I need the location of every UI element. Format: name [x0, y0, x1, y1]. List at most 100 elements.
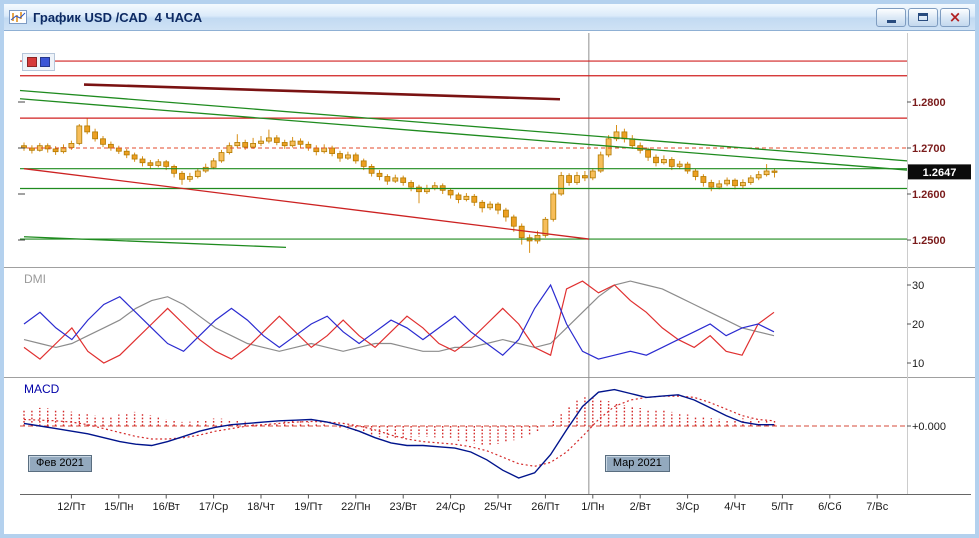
candle: [542, 217, 549, 238]
candle-body: [732, 179, 738, 187]
candle: [668, 157, 675, 171]
candle-body: [645, 149, 651, 158]
candle-body: [495, 203, 501, 211]
candle: [194, 168, 201, 179]
candle: [281, 139, 288, 149]
candle: [186, 172, 193, 183]
candle-body: [597, 154, 604, 172]
candle: [52, 146, 59, 155]
chart-area[interactable]: 1.2800 1.2700 1.2600 1.2500 1.2647 30 20 10 +0.0…: [4, 31, 975, 534]
candle-body: [661, 159, 667, 164]
window-controls: ×: [876, 7, 970, 27]
date-label: 19/Пт: [294, 501, 322, 513]
candle: [92, 128, 98, 142]
price-axis-label: 1.2800: [912, 97, 946, 109]
candle: [352, 152, 359, 164]
macd-layer: [20, 388, 907, 479]
candle-body: [344, 154, 351, 159]
candle-body: [416, 186, 422, 193]
candle-body: [463, 195, 470, 200]
candle-body: [542, 218, 549, 236]
trend-line-green-bottom[interactable]: [23, 236, 287, 249]
chart-canvas[interactable]: 1.2800 1.2700 1.2600 1.2500 1.2647 30 20 10 +0.0…: [4, 31, 975, 534]
month-badge-feb: Фев 2021: [28, 455, 92, 472]
window-title: График USD /CAD 4 ЧАСА: [33, 9, 203, 25]
maximize-button[interactable]: [908, 7, 938, 27]
candle: [502, 207, 509, 222]
candle-body: [668, 159, 675, 167]
candle: [740, 179, 746, 189]
trend-line-green-lower[interactable]: [19, 98, 908, 171]
candle: [763, 164, 770, 177]
candle-body: [234, 142, 241, 147]
date-label: 15/Пн: [104, 501, 133, 513]
candle-body: [518, 225, 525, 239]
date-label: 22/Пн: [341, 501, 370, 513]
dmi-scale-label: 10: [912, 358, 924, 370]
candle: [471, 194, 478, 206]
candle-body: [708, 182, 715, 188]
price-axis-label: 1.2700: [912, 143, 946, 155]
candle: [76, 124, 83, 146]
close-button[interactable]: ×: [940, 7, 970, 27]
candle-body: [360, 160, 367, 167]
candle: [100, 136, 106, 148]
candle-body: [471, 195, 478, 203]
candle: [574, 171, 580, 185]
price-axis-label: 1.2600: [912, 189, 946, 201]
macd-zero-label: +0.000: [912, 421, 946, 433]
candle: [321, 144, 328, 154]
candle: [684, 161, 691, 174]
trend-line-green-upper[interactable]: [19, 89, 908, 162]
candle-body: [92, 131, 98, 140]
candle-body: [242, 142, 249, 148]
date-label: 5/Пт: [771, 501, 793, 513]
blue-square-icon[interactable]: [40, 57, 50, 67]
candle: [250, 137, 257, 149]
candle: [376, 170, 383, 181]
candle: [273, 135, 280, 146]
candle: [234, 134, 241, 148]
trend-line-red-descending[interactable]: [23, 168, 590, 240]
candle-body: [123, 150, 130, 156]
dmi-adx-line: [23, 280, 775, 352]
date-label: 3/Ср: [676, 501, 699, 513]
candle: [21, 142, 27, 151]
candle-body: [692, 170, 699, 177]
candle-body: [566, 175, 572, 183]
title-bar: График USD /CAD 4 ЧАСА ×: [4, 4, 975, 31]
candle: [337, 150, 343, 162]
trend-line-maroon[interactable]: [83, 83, 561, 101]
candle-body: [289, 140, 296, 147]
candle: [84, 118, 91, 135]
candle-body: [139, 158, 146, 164]
candle-body: [147, 162, 154, 166]
candle: [305, 141, 312, 151]
month-badge-mar: Мар 2021: [604, 455, 670, 472]
candle-body: [313, 147, 320, 153]
red-square-icon[interactable]: [27, 57, 37, 67]
candle-body: [455, 194, 462, 200]
candle-body: [771, 170, 778, 173]
candle: [108, 141, 114, 151]
candle: [210, 158, 217, 170]
candle-body: [281, 142, 288, 147]
date-label: 7/Вс: [866, 501, 889, 513]
minimize-button[interactable]: [876, 7, 906, 27]
candle-body: [408, 182, 415, 188]
candle: [226, 142, 233, 155]
dmi-plus-line: [23, 283, 775, 360]
date-label: 18/Чт: [247, 501, 275, 513]
candle: [368, 164, 375, 177]
candle-body: [329, 147, 336, 154]
candle: [344, 151, 351, 160]
candles-layer: [21, 118, 778, 253]
date-label: 17/Ср: [199, 501, 228, 513]
date-label: 25/Чт: [484, 501, 512, 513]
maximize-icon: [918, 13, 928, 21]
candle-body: [273, 137, 280, 143]
candle: [155, 159, 162, 168]
candle-body: [724, 179, 730, 185]
candle-body: [589, 170, 596, 179]
